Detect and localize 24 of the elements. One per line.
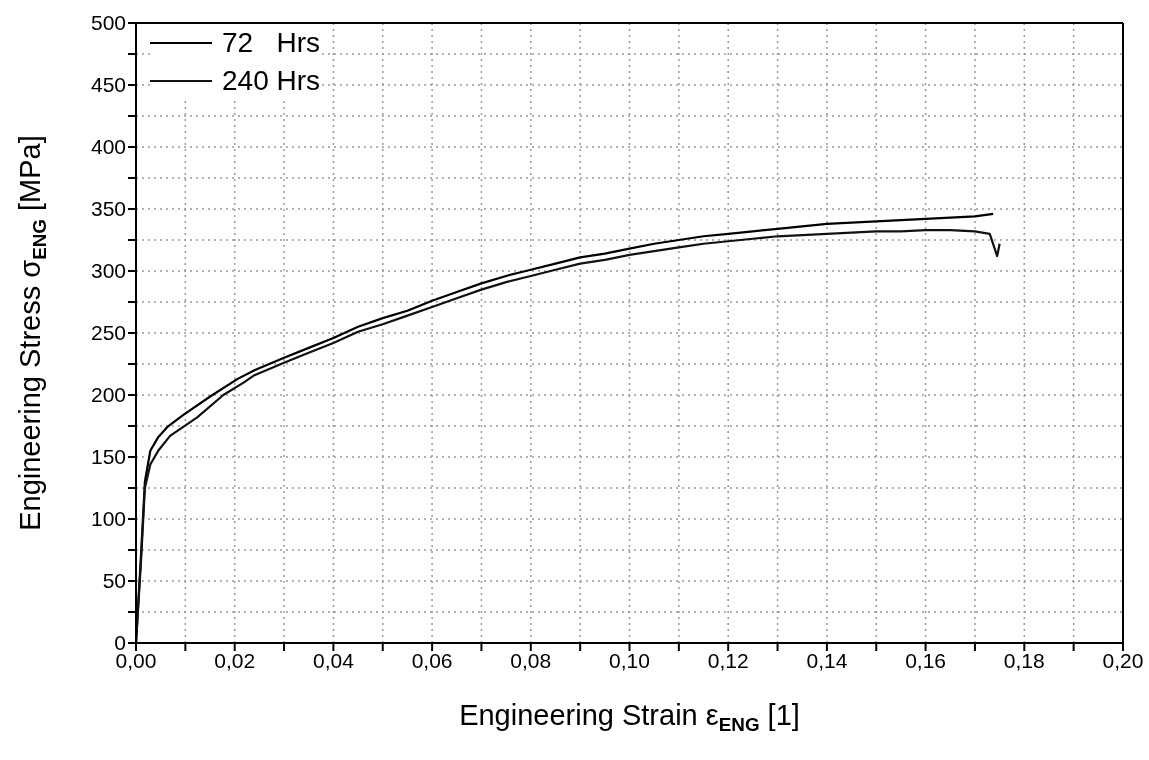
y-tick-label: 150 [90,445,126,469]
y-tick-label: 250 [90,321,126,345]
x-tick-label: 0,18 [1003,648,1045,672]
y-tick-label: 450 [90,73,126,97]
x-axis-title: Engineering Strain ε$_{ENG}$ [1] [459,699,800,735]
x-tick-label: 0,14 [806,648,848,672]
x-tick-label: 0,20 [1102,648,1144,672]
x-tick-label: 0,08 [510,648,552,672]
x-tick-label: 0,04 [312,648,355,672]
legend-label: 240 Hrs [222,64,321,98]
y-tick-label: 300 [90,259,126,283]
x-tick-label: 0,06 [411,648,453,672]
y-tick-label: 500 [90,11,126,35]
y-tick-label: 50 [102,569,126,593]
x-tick-label: 0,16 [905,648,947,672]
y-tick-label: 200 [90,383,126,407]
y-tick-label: 0 [114,631,126,655]
x-tick-label: 0,10 [609,648,650,672]
x-tick-label: 0,12 [707,648,749,672]
y-tick-label: 350 [90,197,126,221]
y-tick-label: 100 [90,507,126,531]
legend-label: 72 Hrs [222,26,321,60]
x-tick-label: 0,02 [214,648,256,672]
y-tick-label: 400 [90,135,126,159]
